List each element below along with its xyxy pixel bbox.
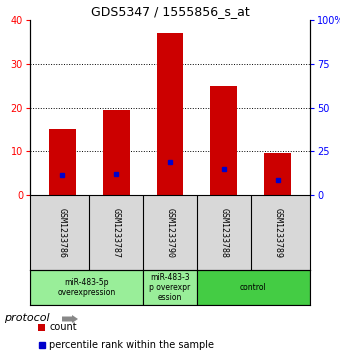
Text: miR-483-5p
overexpression: miR-483-5p overexpression xyxy=(57,278,116,297)
Bar xyxy=(30,270,143,305)
Bar xyxy=(49,129,76,195)
Bar xyxy=(197,270,310,305)
Text: percentile rank within the sample: percentile rank within the sample xyxy=(49,340,214,350)
Text: GSM1233786: GSM1233786 xyxy=(58,208,67,257)
Text: GDS5347 / 1555856_s_at: GDS5347 / 1555856_s_at xyxy=(91,5,249,19)
Text: protocol: protocol xyxy=(4,313,50,323)
Text: GSM1233790: GSM1233790 xyxy=(166,208,174,257)
Bar xyxy=(210,86,237,195)
Bar xyxy=(264,154,291,195)
Text: miR-483-3
p overexpr
ession: miR-483-3 p overexpr ession xyxy=(149,273,191,302)
Bar xyxy=(143,270,197,305)
Bar xyxy=(156,33,184,195)
Text: GSM1233789: GSM1233789 xyxy=(273,208,282,257)
Text: control: control xyxy=(240,283,267,292)
Bar xyxy=(103,110,130,195)
Text: count: count xyxy=(49,322,76,333)
FancyArrow shape xyxy=(62,315,78,323)
Text: GSM1233788: GSM1233788 xyxy=(219,208,228,257)
Bar xyxy=(38,324,45,331)
Text: GSM1233787: GSM1233787 xyxy=(112,208,121,257)
